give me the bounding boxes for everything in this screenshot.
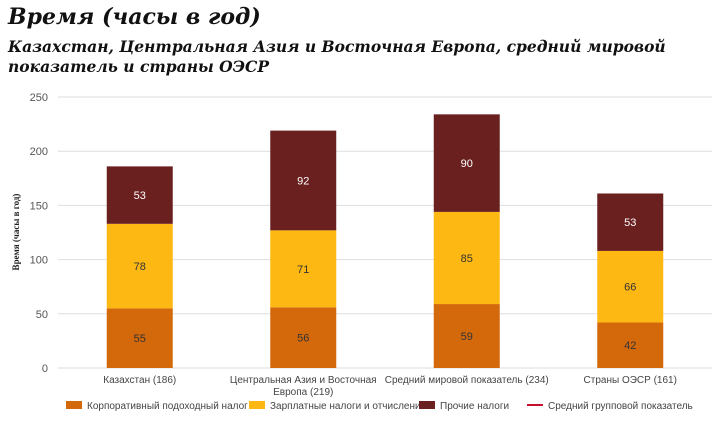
data-label: 53 <box>134 190 146 202</box>
y-tick-label: 200 <box>30 146 48 158</box>
y-axis-label: Время (часы в год) <box>11 194 21 271</box>
legend-swatch <box>66 401 82 409</box>
x-tick-label: Центральная Азия и Восточная <box>230 375 377 386</box>
bar-segment <box>433 211 500 305</box>
chart-subtitle: Казахстан, Центральная Азия и Восточная … <box>8 37 666 76</box>
x-tick-label: Страны ОЭСР (161) <box>584 375 677 386</box>
bars <box>106 114 664 368</box>
legend-label: Прочие налоги <box>440 401 509 412</box>
axis-labels: 0 50 100 150 200 250 Казахстан (186) Центральна… <box>30 92 677 398</box>
x-tick-label: Средний мировой показатель (234) <box>385 375 549 386</box>
bar-segment <box>433 304 500 368</box>
x-tick-label: Казахстан (186) <box>103 375 176 386</box>
data-label: 53 <box>624 217 636 229</box>
chart-title: Время (часы в год) <box>8 4 261 30</box>
data-label: 55 <box>134 333 146 345</box>
data-label: 71 <box>297 264 309 276</box>
legend-label: Средний групповой показатель <box>548 401 693 412</box>
legend-label: Корпоративный подоходный налог <box>87 401 248 412</box>
y-tick-label: 150 <box>30 200 48 212</box>
legend-swatch <box>249 401 265 409</box>
y-tick-label: 250 <box>30 92 48 104</box>
bar-segment <box>597 250 664 323</box>
bar-segment <box>106 166 173 224</box>
bar-segment <box>106 308 173 368</box>
data-label: 90 <box>461 158 473 170</box>
data-label: 42 <box>624 340 636 352</box>
legend-label: Зарплатные налоги и отчисления <box>270 401 426 412</box>
data-label: 56 <box>297 333 309 345</box>
y-tick-label: 0 <box>42 363 48 375</box>
data-label: 85 <box>461 253 473 265</box>
y-tick-label: 100 <box>30 255 48 267</box>
data-label: 92 <box>297 175 309 187</box>
data-labels: 55 78 53 56 71 92 59 85 90 42 66 53 <box>134 158 637 352</box>
data-label: 78 <box>134 261 146 273</box>
bar-segment <box>433 114 500 212</box>
data-label: 66 <box>624 282 636 294</box>
data-label: 59 <box>461 331 473 343</box>
legend-swatch <box>419 401 435 409</box>
bar-segment <box>597 322 664 368</box>
y-tick-label: 50 <box>36 309 48 321</box>
bar-segment <box>270 230 337 308</box>
bar-segment <box>106 223 173 309</box>
legend: Корпоративный подоходный налог Зарплатные… <box>66 401 693 412</box>
x-tick-label: Европа (219) <box>273 387 333 398</box>
bar-segment <box>597 193 664 251</box>
bar-segment <box>270 130 337 231</box>
bar-segment <box>270 307 337 368</box>
